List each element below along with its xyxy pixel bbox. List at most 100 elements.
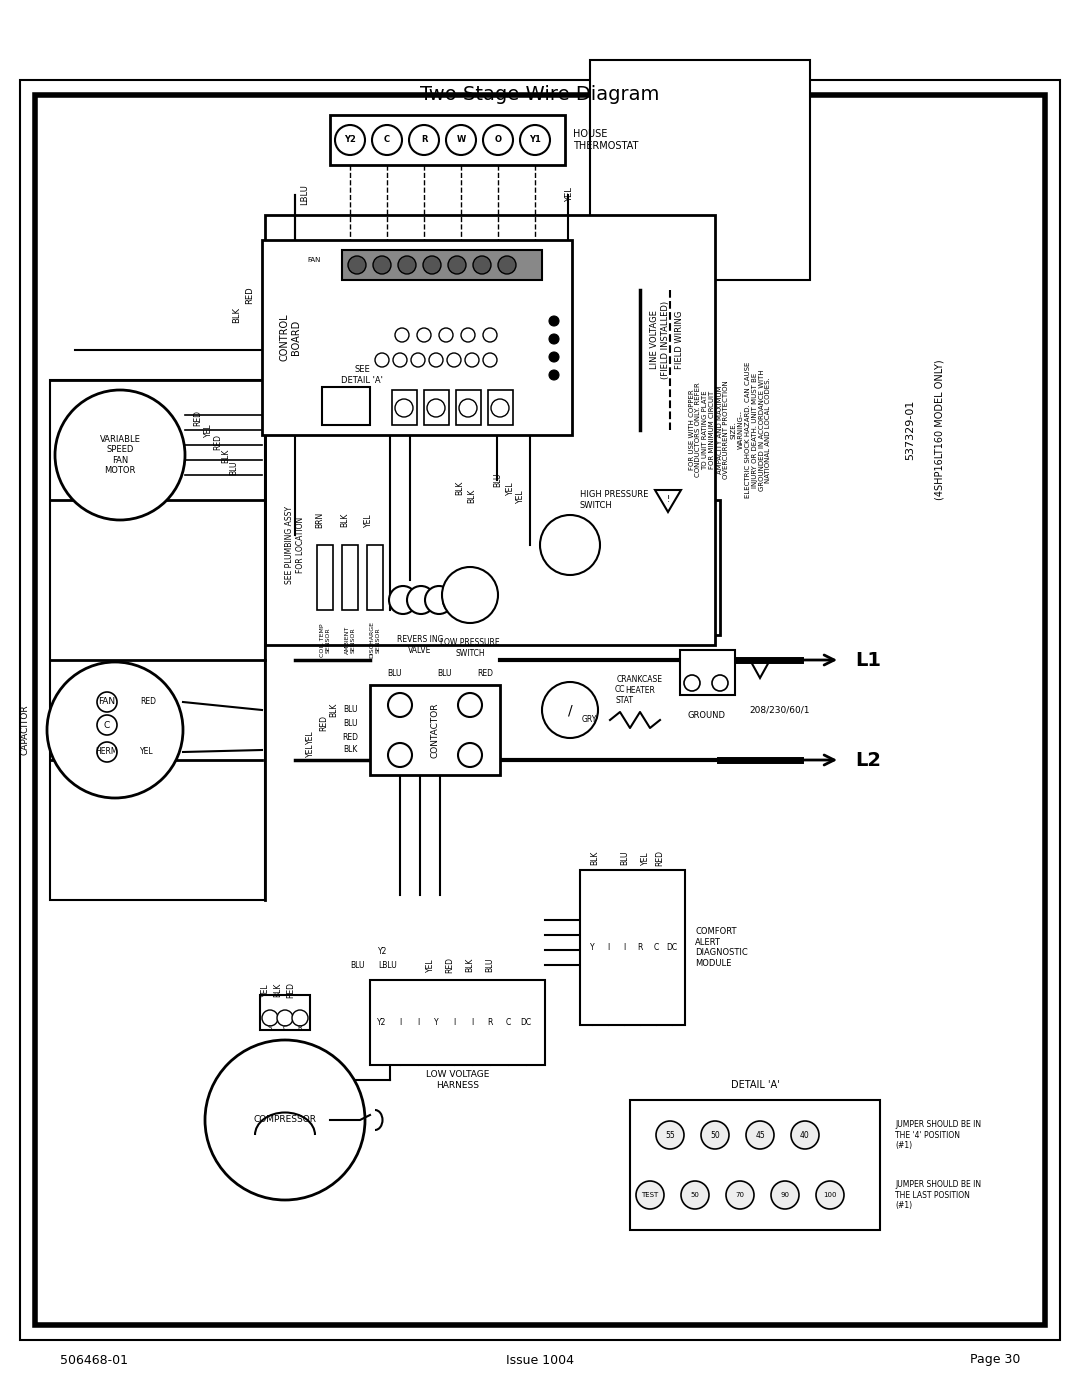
Bar <box>392 390 417 425</box>
Text: 50: 50 <box>690 1192 700 1199</box>
Text: RED: RED <box>477 669 492 678</box>
Circle shape <box>97 692 117 712</box>
Text: HERM: HERM <box>96 747 118 757</box>
Text: Y2: Y2 <box>377 1018 387 1027</box>
Text: LOW VOLTAGE
HARNESS: LOW VOLTAGE HARNESS <box>426 1070 489 1090</box>
Circle shape <box>483 353 497 367</box>
Text: BLU: BLU <box>388 669 402 678</box>
Text: BLU: BLU <box>621 851 630 865</box>
Text: BLU: BLU <box>229 461 239 475</box>
Circle shape <box>491 400 509 416</box>
Circle shape <box>636 1180 664 1208</box>
Circle shape <box>656 1120 684 1148</box>
Bar <box>456 390 481 425</box>
Bar <box>370 981 545 1065</box>
Circle shape <box>746 1120 774 1148</box>
Text: I: I <box>399 1018 401 1027</box>
Text: RED: RED <box>193 409 203 426</box>
Text: 537329-01: 537329-01 <box>905 400 915 460</box>
Text: AMBIENT
SENSOR: AMBIENT SENSOR <box>345 626 355 654</box>
Circle shape <box>542 682 598 738</box>
Bar <box>680 650 735 694</box>
Text: I: I <box>607 943 609 951</box>
Text: 50: 50 <box>711 1130 720 1140</box>
Text: I: I <box>453 1018 455 1027</box>
Circle shape <box>262 1010 278 1025</box>
Circle shape <box>55 390 185 520</box>
Text: 100: 100 <box>823 1192 837 1199</box>
Text: DC: DC <box>521 1018 531 1027</box>
Text: !: ! <box>666 495 670 503</box>
Text: FAN: FAN <box>98 697 116 707</box>
Text: RED: RED <box>245 286 255 303</box>
Text: C: C <box>383 136 390 144</box>
Text: RED: RED <box>286 982 296 997</box>
Bar <box>590 60 810 279</box>
Bar <box>265 215 715 645</box>
Bar <box>370 685 500 775</box>
Text: W: W <box>457 136 465 144</box>
Text: BLK: BLK <box>465 958 474 972</box>
Text: GROUND: GROUND <box>688 711 726 719</box>
Text: JUMPER SHOULD BE IN
THE '4' POSITION
(#1): JUMPER SHOULD BE IN THE '4' POSITION (#1… <box>895 1120 981 1150</box>
Circle shape <box>409 124 438 155</box>
Text: FIELD WIRING: FIELD WIRING <box>675 310 685 369</box>
Circle shape <box>97 715 117 735</box>
Circle shape <box>519 124 550 155</box>
Circle shape <box>549 352 559 362</box>
Circle shape <box>549 316 559 326</box>
Circle shape <box>498 256 516 274</box>
Circle shape <box>388 743 411 767</box>
Circle shape <box>438 328 453 342</box>
Circle shape <box>549 370 559 380</box>
Circle shape <box>461 328 475 342</box>
Text: O: O <box>495 136 501 144</box>
Bar <box>580 870 685 1025</box>
Text: YEL: YEL <box>306 743 315 757</box>
Text: GRY: GRY <box>582 715 597 725</box>
Text: YEL: YEL <box>640 851 649 865</box>
Text: RED: RED <box>446 957 455 972</box>
Text: BRN: BRN <box>315 511 324 528</box>
Circle shape <box>426 585 453 615</box>
Text: Page 30: Page 30 <box>970 1354 1020 1366</box>
Circle shape <box>446 124 476 155</box>
Circle shape <box>411 353 426 367</box>
Circle shape <box>684 675 700 692</box>
Text: CRANKCASE
HEATER: CRANKCASE HEATER <box>617 675 663 694</box>
Text: YEL: YEL <box>203 423 213 437</box>
Text: C: C <box>283 1025 287 1031</box>
Circle shape <box>389 585 417 615</box>
Text: BLK: BLK <box>343 746 357 754</box>
Circle shape <box>465 353 480 367</box>
Text: YEL: YEL <box>505 481 514 495</box>
Text: Issue 1004: Issue 1004 <box>507 1354 573 1366</box>
Text: JUMPER SHOULD BE IN
THE LAST POSITION
(#1): JUMPER SHOULD BE IN THE LAST POSITION (#… <box>895 1180 981 1210</box>
Text: COMPRESSOR: COMPRESSOR <box>254 1115 316 1125</box>
Text: R: R <box>487 1018 492 1027</box>
Circle shape <box>348 256 366 274</box>
Circle shape <box>771 1180 799 1208</box>
Circle shape <box>423 256 441 274</box>
Text: 70: 70 <box>735 1192 744 1199</box>
Circle shape <box>791 1120 819 1148</box>
Text: BLK: BLK <box>468 489 476 503</box>
Text: REVERS ING
VALVE: REVERS ING VALVE <box>396 636 443 655</box>
Text: C: C <box>653 943 659 951</box>
Text: BLU: BLU <box>343 718 357 728</box>
Text: DC: DC <box>666 943 677 951</box>
Circle shape <box>458 743 482 767</box>
Circle shape <box>407 585 435 615</box>
Text: BLU: BLU <box>486 958 495 972</box>
Text: Y: Y <box>590 943 594 951</box>
Text: Two Stage Wire Diagram: Two Stage Wire Diagram <box>420 85 660 105</box>
Bar <box>367 545 383 610</box>
Text: LBLU: LBLU <box>378 961 396 970</box>
Text: YEL: YEL <box>426 958 434 972</box>
Text: SEE
DETAIL 'A': SEE DETAIL 'A' <box>341 365 383 384</box>
Circle shape <box>375 353 389 367</box>
Text: BLK: BLK <box>591 851 599 865</box>
Circle shape <box>816 1180 843 1208</box>
Text: BLK: BLK <box>456 481 464 495</box>
Bar <box>342 545 357 610</box>
